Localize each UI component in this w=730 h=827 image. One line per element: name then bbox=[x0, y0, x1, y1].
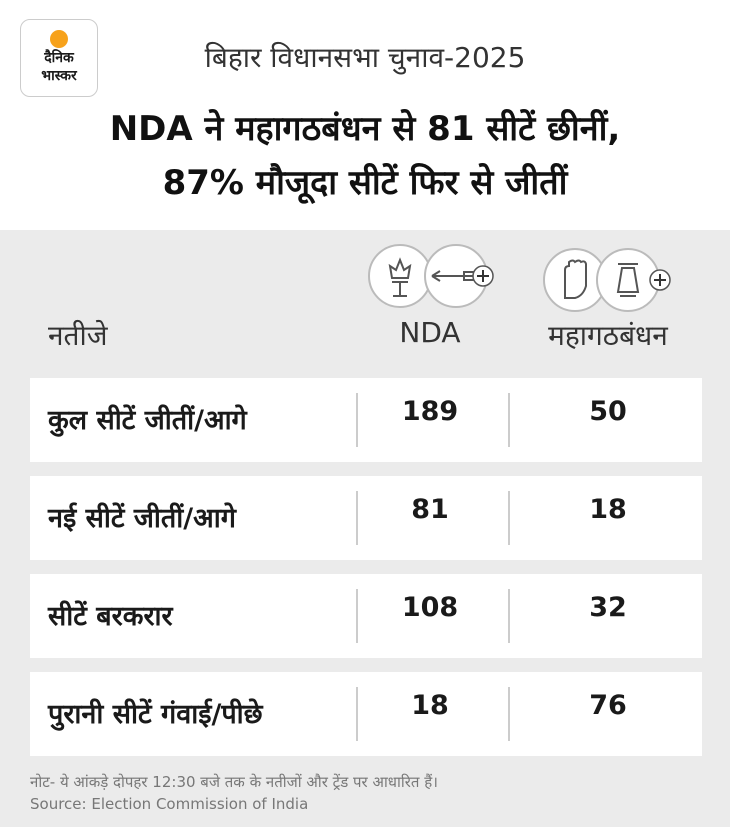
title: 87% मौजूदा सीटें फिर से जीतीं bbox=[162, 163, 568, 203]
logo: दैनिक भास्कर bbox=[20, 19, 98, 97]
row-label: पुरानी सीटें गंवाई/पीछे bbox=[48, 699, 263, 730]
column-divider bbox=[508, 491, 510, 545]
row-label: कुल सीटें जीतीं/आगे bbox=[48, 405, 247, 436]
table-row: सीटें बरकरार 108 32 bbox=[30, 574, 702, 658]
cell-value: 50 bbox=[589, 396, 627, 427]
source: Source: Election Commission of India bbox=[30, 795, 309, 813]
column-header: नतीजे bbox=[48, 319, 108, 352]
party-symbols bbox=[368, 244, 671, 312]
logo-text: दैनिक bbox=[44, 50, 74, 66]
title: NDA ने महागठबंधन से 81 सीटें छीनीं, bbox=[109, 109, 621, 149]
column-divider bbox=[508, 589, 510, 643]
cell-value: 18 bbox=[589, 494, 627, 525]
column-divider bbox=[356, 491, 358, 545]
table-row: नई सीटें जीतीं/आगे 81 18 bbox=[30, 476, 702, 560]
column-divider bbox=[356, 393, 358, 447]
column-header: महागठबंधन bbox=[548, 319, 668, 352]
column-divider bbox=[356, 589, 358, 643]
cell-value: 76 bbox=[589, 690, 627, 721]
table-row: पुरानी सीटें गंवाई/पीछे 18 76 bbox=[30, 672, 702, 756]
logo-sun bbox=[50, 30, 68, 48]
table-row: कुल सीटें जीतीं/आगे 189 50 bbox=[30, 378, 702, 462]
cell-value: 18 bbox=[411, 690, 449, 721]
logo-text: भास्कर bbox=[41, 68, 77, 84]
cell-value: 189 bbox=[401, 396, 459, 427]
row-label: सीटें बरकरार bbox=[48, 601, 173, 632]
column-divider bbox=[508, 393, 510, 447]
cell-value: 108 bbox=[401, 592, 459, 623]
column-divider bbox=[508, 687, 510, 741]
cell-value: 81 bbox=[411, 494, 449, 525]
column-header: NDA bbox=[399, 316, 461, 349]
column-divider bbox=[356, 687, 358, 741]
row-label: नई सीटें जीतीं/आगे bbox=[48, 503, 236, 534]
footnote: नोट- ये आंकड़े दोपहर 12:30 बजे तक के नती… bbox=[30, 773, 438, 791]
cell-value: 32 bbox=[589, 592, 627, 623]
subtitle: बिहार विधानसभा चुनाव-2025 bbox=[204, 41, 526, 74]
